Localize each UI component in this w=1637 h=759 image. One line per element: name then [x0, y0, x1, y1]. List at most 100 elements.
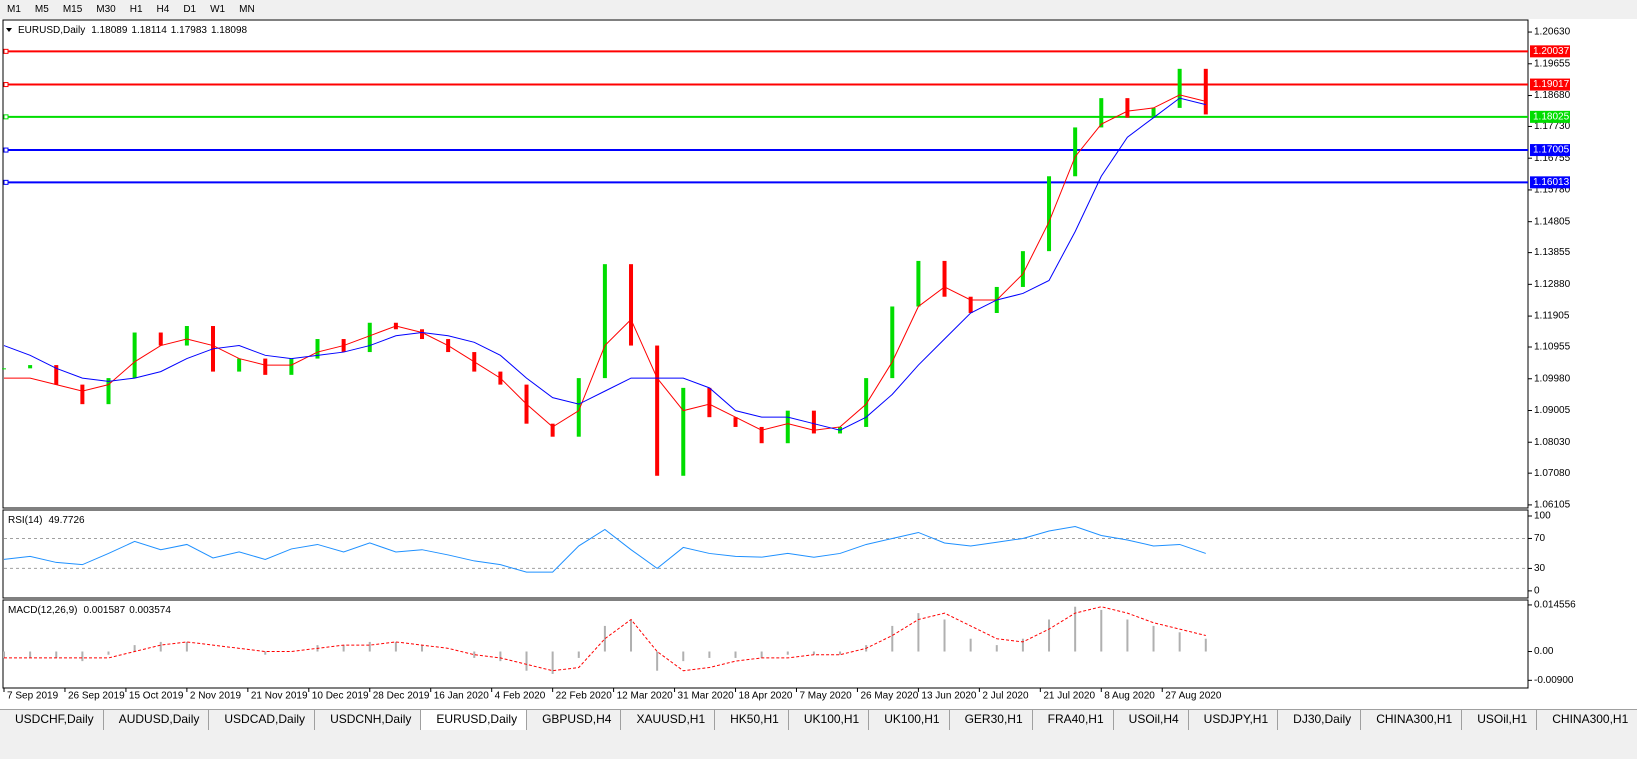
x-tick-label: 7 May 2020	[799, 691, 852, 702]
indicator-line	[3, 97, 1206, 431]
timeframe-button[interactable]: M1	[7, 4, 21, 15]
y-tick-label: -0.00900	[1534, 675, 1574, 686]
chart-tab[interactable]: USDCNH,Daily	[315, 710, 422, 730]
header-value: 0.001587	[83, 605, 125, 616]
timeframe-button[interactable]: D1	[183, 4, 197, 15]
header-value: 0.003574	[129, 605, 171, 616]
level-label-box	[1530, 176, 1570, 189]
candle	[759, 426, 764, 444]
x-tick-label: 16 Jan 2020	[434, 691, 489, 702]
timeframe-button[interactable]: MN	[239, 4, 255, 15]
timeframe-button[interactable]: H4	[156, 4, 170, 15]
y-tick-label: 1.20630	[1534, 27, 1571, 38]
histogram-bar	[682, 651, 685, 662]
y-tick-label: 0	[1534, 586, 1540, 597]
level-label: 1.16013	[1533, 177, 1570, 188]
candle	[263, 358, 268, 375]
x-tick-label: 22 Feb 2020	[556, 691, 613, 702]
candle	[237, 358, 242, 372]
panel-header: RSI(14) 49.7726	[8, 515, 85, 526]
x-tick-label: 2 Nov 2019	[190, 691, 242, 702]
candle	[289, 358, 294, 375]
candle	[1151, 107, 1156, 118]
chart-tab[interactable]: UK100,H1	[869, 710, 950, 730]
candle	[968, 296, 973, 313]
tab-bar: USDCHF,Daily AUDUSD,Daily USDCAD,Daily USDC…	[0, 709, 1637, 730]
header-value: 1.18098	[211, 25, 248, 36]
histogram-bar	[133, 645, 136, 652]
y-tick-label: 1.13855	[1534, 247, 1571, 258]
chart-tab[interactable]: USOil,H1	[1462, 710, 1538, 730]
chart-tab[interactable]: GER30,H1	[950, 710, 1033, 730]
histogram-bar	[159, 641, 162, 652]
timeframe-button[interactable]: M5	[34, 4, 49, 15]
y-tick-label: 1.08030	[1534, 437, 1571, 448]
chart-tab[interactable]: HK50,H1	[715, 710, 789, 730]
histogram-bar	[29, 651, 32, 658]
histogram-bar	[577, 651, 580, 658]
candle	[864, 378, 869, 427]
panel-title: MACD(12,26,9)	[8, 605, 77, 616]
chart-tab[interactable]: FRA40,H1	[1033, 710, 1114, 730]
candle	[1125, 98, 1130, 118]
chart-tab[interactable]: DJ30,Daily	[1278, 710, 1362, 730]
level-handle	[3, 82, 9, 88]
chart-tab[interactable]: AUDUSD,Daily	[104, 710, 210, 730]
x-tick-label: 18 Apr 2020	[739, 691, 793, 702]
candle	[1177, 68, 1182, 108]
histogram-bar	[368, 641, 371, 652]
y-tick-label: 1.16755	[1534, 153, 1571, 164]
timeframe-button[interactable]: M30	[96, 4, 116, 15]
histogram-bar	[1204, 638, 1207, 652]
x-tick-label: 26 Sep 2019	[68, 691, 125, 702]
timeframe-button[interactable]: W1	[210, 4, 226, 15]
level-handle	[3, 48, 9, 54]
chart-background	[0, 19, 1637, 709]
candle	[629, 264, 634, 346]
candle	[576, 378, 581, 437]
y-tick-label: 0.00	[1534, 646, 1554, 657]
level-handle	[3, 147, 9, 153]
candle	[942, 260, 947, 297]
histogram-bar	[81, 651, 84, 662]
histogram-bar	[1074, 606, 1077, 652]
chart-tab[interactable]: CHINA300,H1	[1537, 710, 1637, 730]
histogram-bar	[812, 651, 815, 655]
level-label: 1.19017	[1533, 79, 1570, 90]
histogram-bar	[1152, 625, 1155, 652]
candle	[184, 326, 189, 346]
x-tick-label: 13 Jun 2020	[921, 691, 976, 702]
chart-tab[interactable]: XAUUSD,H1	[621, 710, 716, 730]
chart-tab[interactable]: USOil,H4	[1114, 710, 1189, 730]
x-tick-label: 27 Aug 2020	[1165, 691, 1222, 702]
timeframe-button[interactable]: M15	[62, 4, 83, 15]
indicator-line	[4, 94, 1206, 431]
histogram-bar	[708, 651, 711, 658]
candle	[2, 368, 6, 370]
chart-tab[interactable]: USDJPY,H1	[1189, 710, 1279, 730]
chart-tab[interactable]: GBPUSD,H4	[527, 710, 622, 730]
candle	[733, 417, 738, 427]
panel-frame	[2, 599, 1529, 689]
chart-tab[interactable]: USDCAD,Daily	[209, 710, 316, 730]
candle	[80, 384, 85, 405]
x-tick-label: 4 Feb 2020	[495, 691, 546, 702]
candle	[1020, 251, 1025, 287]
timeframe-button[interactable]: H1	[129, 4, 143, 15]
y-tick-label: 1.18680	[1534, 90, 1571, 101]
x-tick-label: 28 Dec 2019	[373, 691, 430, 702]
chart-tab[interactable]: USDCHF,Daily	[0, 710, 104, 730]
chart: 1.20630 1.19655 1.18680 1.17730 1.16755 1.157…	[0, 19, 1637, 709]
chart-tab[interactable]: CHINA300,H1	[1361, 710, 1463, 730]
chart-tab[interactable]: EURUSD,Daily	[421, 710, 528, 730]
x-tick-label: 26 May 2020	[860, 691, 918, 702]
panel-header: EURUSD,Daily 1.18089 1.18114 1.17983 1.18098	[18, 25, 248, 36]
histogram-bar	[1021, 638, 1024, 652]
y-tick-label: 1.06105	[1534, 500, 1571, 511]
histogram-bar	[551, 651, 554, 674]
y-tick-label: 1.10955	[1534, 342, 1571, 353]
candle	[681, 387, 686, 476]
histogram-bar	[499, 651, 502, 662]
chart-tab[interactable]: UK100,H1	[789, 710, 870, 730]
